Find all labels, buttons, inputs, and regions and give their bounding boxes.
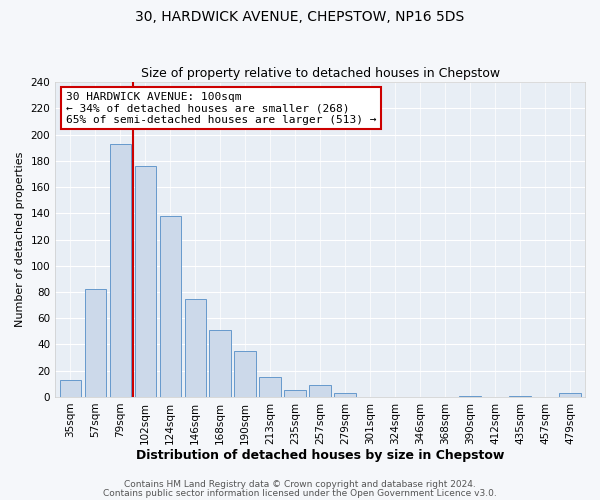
Bar [85,290,106,397]
Bar [334,393,356,397]
Bar [509,396,530,397]
Bar [310,385,331,397]
Bar [160,216,181,397]
Bar [185,298,206,397]
Bar [209,330,231,397]
Bar [460,396,481,397]
Bar [134,166,156,397]
Bar [284,390,306,397]
Text: Contains public sector information licensed under the Open Government Licence v3: Contains public sector information licen… [103,488,497,498]
Bar [559,393,581,397]
Bar [59,380,81,397]
Text: Contains HM Land Registry data © Crown copyright and database right 2024.: Contains HM Land Registry data © Crown c… [124,480,476,489]
Text: 30 HARDWICK AVENUE: 100sqm
← 34% of detached houses are smaller (268)
65% of sem: 30 HARDWICK AVENUE: 100sqm ← 34% of deta… [66,92,376,124]
Bar [235,351,256,397]
Text: 30, HARDWICK AVENUE, CHEPSTOW, NP16 5DS: 30, HARDWICK AVENUE, CHEPSTOW, NP16 5DS [136,10,464,24]
Bar [110,144,131,397]
Bar [259,378,281,397]
Title: Size of property relative to detached houses in Chepstow: Size of property relative to detached ho… [140,66,500,80]
Y-axis label: Number of detached properties: Number of detached properties [15,152,25,327]
X-axis label: Distribution of detached houses by size in Chepstow: Distribution of detached houses by size … [136,450,504,462]
